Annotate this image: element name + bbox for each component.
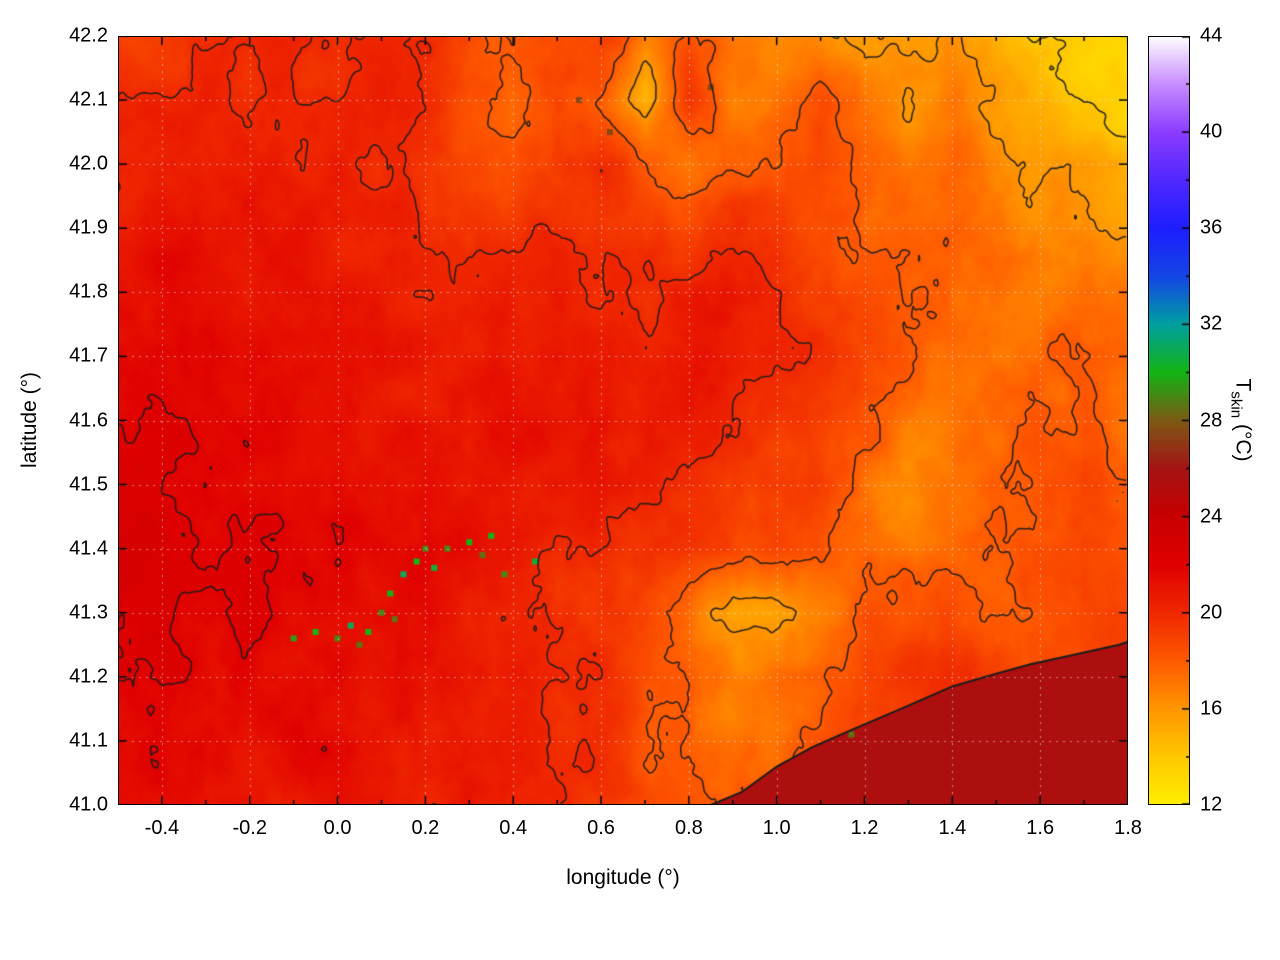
y-tick-label: 41.1 bbox=[69, 729, 108, 752]
x-tick-label: 1.0 bbox=[762, 817, 791, 839]
colorbar-label-rest: (°C) bbox=[1231, 418, 1255, 462]
y-tick-label: 41.8 bbox=[69, 280, 108, 303]
y-axis-label: latitude (°) bbox=[18, 372, 41, 468]
colorbar-tick-label: 32 bbox=[1200, 312, 1223, 335]
colorbar-label-sub: skin bbox=[1227, 391, 1245, 419]
y-tick-label: 42.0 bbox=[69, 152, 108, 175]
colorbar-gradient bbox=[1148, 36, 1190, 805]
x-tick-label: 0.0 bbox=[323, 817, 352, 839]
y-tick-label: 41.0 bbox=[69, 793, 108, 816]
y-tick-label: 41.4 bbox=[69, 537, 108, 560]
y-tick-label: 41.2 bbox=[69, 665, 108, 688]
x-tick-label: -0.2 bbox=[232, 817, 267, 839]
x-axis-label: longitude (°) bbox=[566, 866, 680, 889]
y-tick-label: 42.2 bbox=[69, 24, 108, 47]
x-tick-label: 0.8 bbox=[674, 817, 703, 839]
x-tick-label: 0.6 bbox=[587, 817, 615, 839]
colorbar-tick-label: 44 bbox=[1200, 24, 1223, 47]
heatmap-canvas bbox=[118, 36, 1128, 805]
colorbar-tick-label: 20 bbox=[1200, 601, 1223, 624]
x-tick-label: 0.4 bbox=[499, 817, 528, 839]
y-tick-label: 41.9 bbox=[69, 216, 108, 239]
y-tick-label: 41.5 bbox=[69, 473, 108, 496]
x-tick-label: 1.2 bbox=[850, 817, 879, 839]
x-tick-label: 1.4 bbox=[938, 817, 967, 839]
x-tick-label: 1.6 bbox=[1026, 817, 1055, 839]
colorbar-tick-label: 40 bbox=[1200, 120, 1223, 143]
colorbar-tick-label: 16 bbox=[1200, 697, 1223, 720]
colorbar-label: Tskin (°C) bbox=[1227, 378, 1254, 461]
colorbar-tick-label: 36 bbox=[1200, 216, 1223, 239]
colorbar-tick-label: 28 bbox=[1200, 409, 1223, 431]
y-tick-label: 41.6 bbox=[69, 409, 108, 431]
y-tick-label: 41.3 bbox=[69, 601, 108, 624]
colorbar-tick-label: 24 bbox=[1200, 505, 1223, 528]
x-tick-label: -0.4 bbox=[144, 817, 180, 839]
colorbar-tick-label: 12 bbox=[1200, 793, 1223, 816]
y-tick-label: 42.1 bbox=[69, 88, 108, 111]
y-tick-label: 41.7 bbox=[69, 344, 108, 367]
x-tick-label: 0.2 bbox=[411, 817, 440, 839]
x-tick-label: 1.8 bbox=[1114, 817, 1142, 839]
colorbar-label-main: T bbox=[1231, 378, 1255, 392]
